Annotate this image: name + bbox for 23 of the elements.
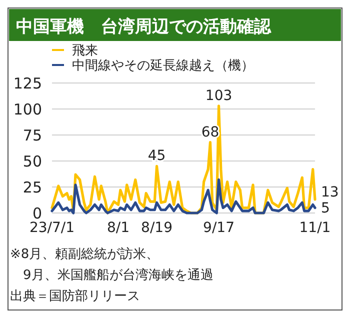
annotation: 5	[321, 200, 330, 216]
x-tick-label: 8/19	[141, 220, 172, 236]
annotation: 45	[148, 148, 166, 164]
y-tick-label: 0	[32, 204, 42, 222]
text: ※8月、頼副総統が訪米、	[10, 247, 160, 262]
annotation: 13	[321, 184, 339, 200]
y-tick-label: 25	[22, 178, 42, 196]
y-tick-label: 100	[13, 100, 42, 118]
legend-label: 飛来	[72, 44, 98, 59]
y-tick-label: 50	[22, 152, 42, 170]
annotation: 103	[205, 88, 232, 104]
x-tick-label: 9/17	[203, 220, 235, 236]
source-note: 出典＝国防部リリース	[10, 289, 140, 304]
chart-title: 中国軍機 台湾周辺での活動確認	[16, 17, 272, 37]
y-tick-label: 75	[22, 126, 42, 144]
y-tick-label: 125	[13, 74, 42, 92]
x-tick-label: 11/1	[299, 220, 331, 236]
text: 9月、米国艦船が台湾海峡を通過	[10, 267, 214, 283]
x-tick-label: 23/7/1	[29, 220, 75, 236]
legend-label: 中間線やその延長線越え（機）	[72, 58, 254, 74]
x-tick-label: 8/1	[107, 220, 130, 236]
line-series	[50, 178, 316, 214]
line-series	[50, 104, 316, 214]
